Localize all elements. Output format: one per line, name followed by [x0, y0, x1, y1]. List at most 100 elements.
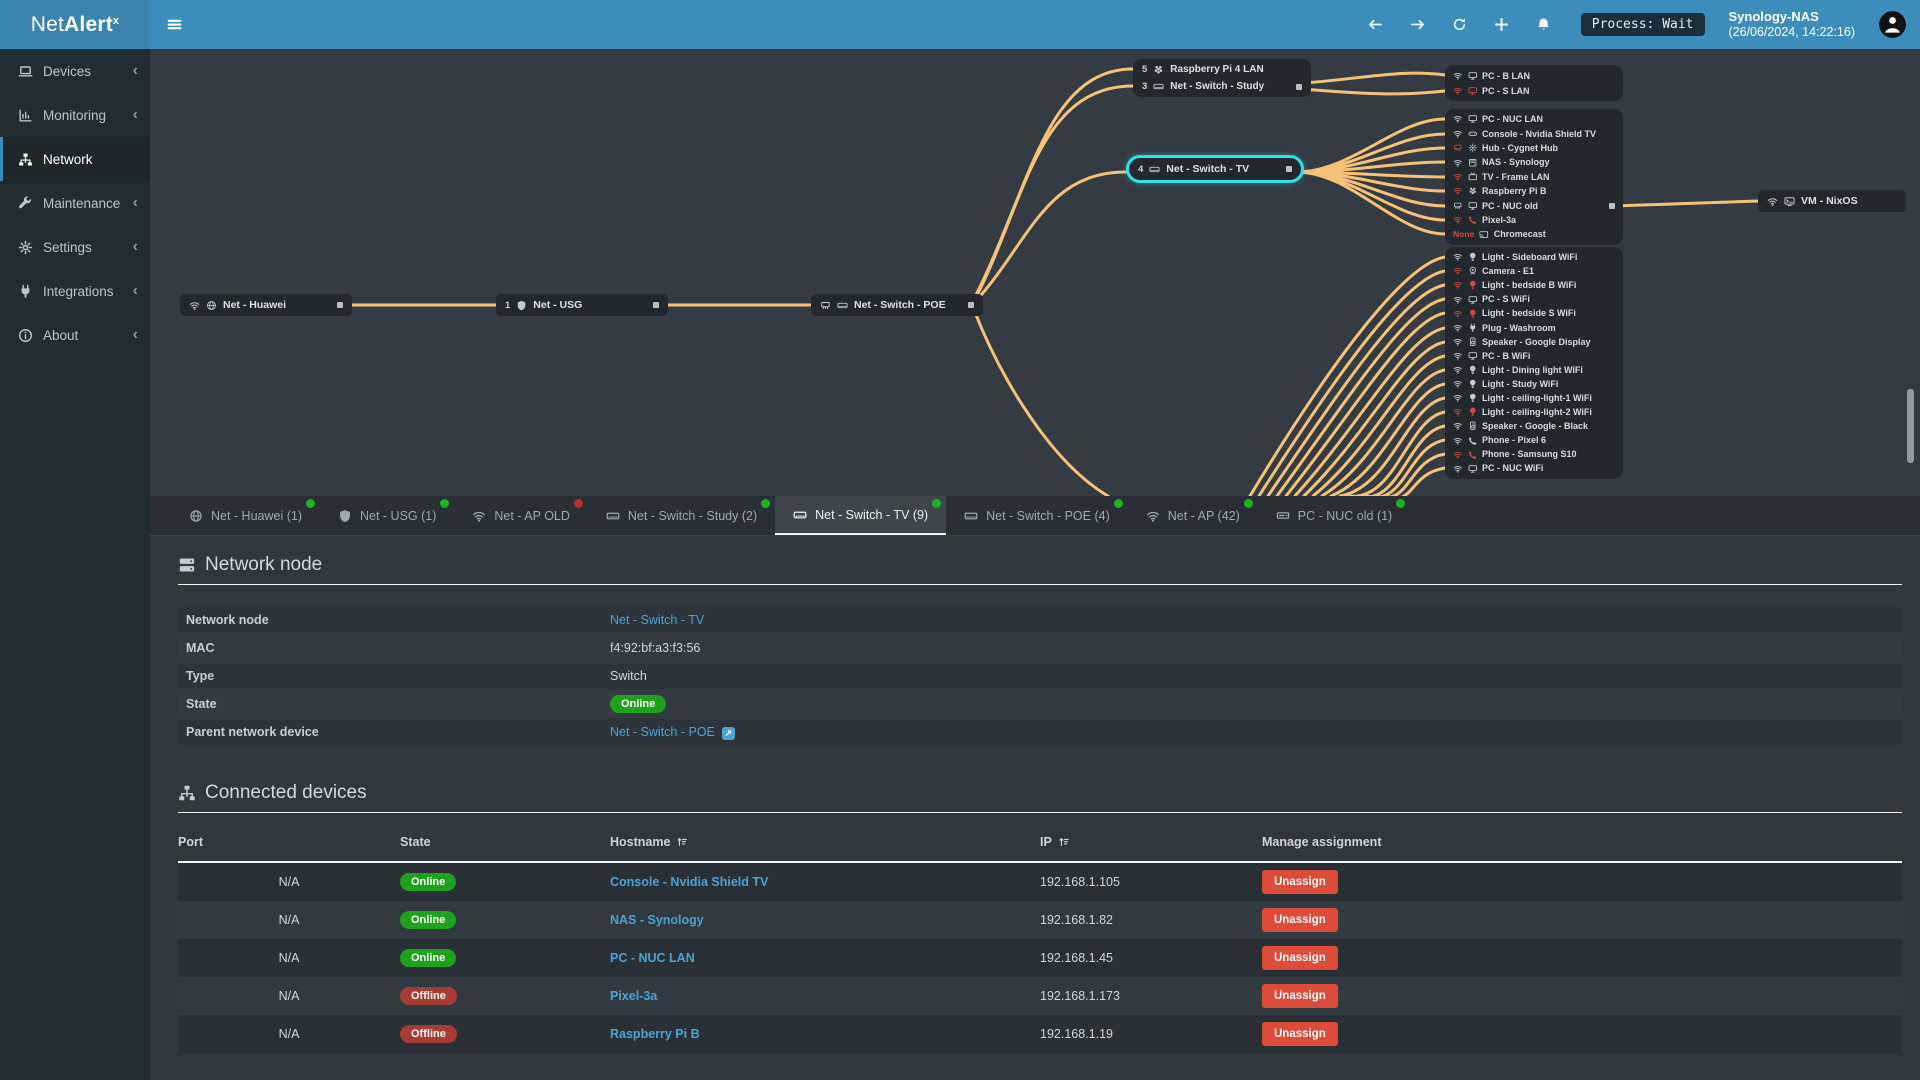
sidebar-item-settings[interactable]: Settings ‹: [0, 225, 150, 269]
sidebar-toggle-button[interactable]: [150, 0, 198, 49]
tab-pc-nuc-old-1-[interactable]: PC - NUC old (1): [1258, 496, 1410, 535]
unassign-button[interactable]: Unassign: [1262, 1022, 1338, 1046]
topology-node-poe[interactable]: Net - Switch - POE: [811, 294, 983, 316]
device-label: Pixel-3a: [1482, 214, 1517, 225]
monitor-icon: [1468, 464, 1478, 474]
device-leaf[interactable]: Light - bedside B WiFi: [1445, 278, 1623, 292]
nav-back-button[interactable]: [1367, 16, 1385, 34]
topology-edges: [343, 67, 1760, 496]
combo-node-row[interactable]: 5 Raspberry Pi 4 LAN: [1133, 61, 1311, 78]
device-label: TV - Frame LAN: [1482, 171, 1550, 182]
node-count: 1: [505, 299, 511, 311]
device-leaf[interactable]: PC - NUC LAN: [1445, 112, 1623, 126]
device-leaf[interactable]: Hub - Cygnet Hub: [1445, 141, 1623, 155]
sidebar-item-about[interactable]: About ‹: [0, 313, 150, 357]
vm-icon: [1784, 196, 1795, 207]
chevron-left-icon: ‹: [132, 282, 138, 299]
sidebar-item-integrations[interactable]: Integrations ‹: [0, 269, 150, 313]
app-logo[interactable]: Net Alert x: [0, 0, 150, 49]
topology-node-study-group[interactable]: 5 Raspberry Pi 4 LAN 3 Net - Switch - Study: [1133, 59, 1311, 97]
tab-status-dot: [1396, 499, 1406, 508]
device-leaf[interactable]: PC - S LAN: [1445, 83, 1623, 98]
device-leaf[interactable]: PC - S WiFi: [1445, 292, 1623, 306]
device-leaf[interactable]: Camera - E1: [1445, 264, 1623, 278]
column-header-ip[interactable]: IP: [1040, 835, 1262, 849]
move-button[interactable]: [1493, 16, 1511, 34]
chevron-left-icon: ‹: [132, 238, 138, 255]
device-leaf[interactable]: Light - Dining light WiFi: [1445, 363, 1623, 377]
tab-net-switch-tv-9-[interactable]: Net - Switch - TV (9): [775, 496, 947, 535]
tab-status-dot: [440, 499, 450, 508]
tab-net-switch-poe-4-[interactable]: Net - Switch - POE (4): [946, 496, 1128, 535]
hostname-link[interactable]: PC - NUC LAN: [610, 951, 695, 965]
sidebar-item-monitoring[interactable]: Monitoring ‹: [0, 93, 150, 137]
tab-net-huawei-1-[interactable]: Net - Huawei (1): [171, 496, 320, 535]
unassign-button[interactable]: Unassign: [1262, 946, 1338, 970]
unassign-button[interactable]: Unassign: [1262, 908, 1338, 932]
device-leaf[interactable]: Console - Nvidia Shield TV: [1445, 126, 1623, 140]
device-leaf[interactable]: None Chromecast: [1445, 227, 1623, 241]
topology-node-huawei[interactable]: Net - Huawei: [180, 294, 352, 316]
device-leaf[interactable]: Light - ceiling-light-2 WiFi: [1445, 405, 1623, 419]
device-leaf[interactable]: Raspberry Pi B: [1445, 184, 1623, 198]
user-avatar[interactable]: [1879, 11, 1906, 38]
refresh-button[interactable]: [1451, 16, 1469, 34]
device-label: PC - NUC LAN: [1482, 114, 1543, 125]
hostname-link[interactable]: Pixel-3a: [610, 989, 658, 1003]
device-leaf[interactable]: PC - B LAN: [1445, 68, 1623, 83]
wifi-icon: [1453, 86, 1463, 96]
device-leaf[interactable]: Light - ceiling-light-1 WiFi: [1445, 391, 1623, 405]
unassign-button[interactable]: Unassign: [1262, 984, 1338, 1008]
device-leaf[interactable]: Phone - Pixel 6: [1445, 433, 1623, 447]
notifications-button[interactable]: [1535, 16, 1553, 34]
topology-node-tv[interactable]: 4 Net - Switch - TV: [1126, 155, 1304, 183]
device-leaf[interactable]: Light - bedside S WiFi: [1445, 306, 1623, 320]
node-label: Raspberry Pi 4 LAN: [1170, 64, 1264, 75]
device-leaf[interactable]: Speaker - Google Display: [1445, 335, 1623, 349]
device-leaf[interactable]: PC - NUC WiFi: [1445, 461, 1623, 475]
device-leaf[interactable]: NAS - Synology: [1445, 155, 1623, 169]
device-leaf[interactable]: Pixel-3a: [1445, 213, 1623, 227]
cell-port: N/A: [278, 989, 300, 1003]
cell-ip: 192.168.1.45: [1040, 951, 1113, 965]
hostname-link[interactable]: NAS - Synology: [610, 913, 704, 927]
device-leaf[interactable]: Light - Study WiFi: [1445, 377, 1623, 391]
sidebar-item-network[interactable]: Network: [0, 137, 150, 181]
hostname-link[interactable]: Console - Nvidia Shield TV: [610, 875, 769, 889]
node-count: 5: [1142, 64, 1148, 75]
nav-forward-button[interactable]: [1409, 16, 1427, 34]
combo-node-row[interactable]: 3 Net - Switch - Study: [1133, 78, 1311, 95]
cell-hostname: Console - Nvidia Shield TV: [610, 875, 1040, 889]
device-leaf[interactable]: PC - B WiFi: [1445, 349, 1623, 363]
cell-port: N/A: [278, 951, 300, 965]
hostname-link[interactable]: Raspberry Pi B: [610, 1027, 700, 1041]
sidebar-item-maintenance[interactable]: Maintenance ‹: [0, 181, 150, 225]
unassign-button[interactable]: Unassign: [1262, 870, 1338, 894]
top-navbar: Net Alert x Process: Wait Synology-NAS (26…: [0, 0, 1920, 49]
connected-devices-section-title: Connected devices: [178, 780, 1902, 806]
detail-value-link[interactable]: Net - Switch - TV: [610, 613, 705, 627]
sidebar-item-devices[interactable]: Devices ‹: [0, 49, 150, 93]
column-header-label: State: [400, 835, 431, 849]
detail-value-link[interactable]: Net - Switch - POE: [610, 724, 715, 739]
diagram-scrollbar-thumb[interactable]: [1907, 389, 1914, 463]
bulb-icon: [1468, 252, 1478, 262]
external-link-icon[interactable]: ↗: [721, 726, 735, 740]
device-leaf[interactable]: Phone - Samsung S10: [1445, 447, 1623, 461]
device-leaf[interactable]: Plug - Washroom: [1445, 320, 1623, 334]
wifi-icon: [1453, 309, 1463, 319]
column-header-hostname[interactable]: Hostname: [610, 835, 1040, 849]
device-leaf[interactable]: Light - Sideboard WiFi: [1445, 250, 1623, 264]
topology-node-vm[interactable]: VM - NixOS: [1758, 190, 1906, 212]
tab-net-switch-study-2-[interactable]: Net - Switch - Study (2): [588, 496, 775, 535]
device-leaf[interactable]: Speaker - Google - Black: [1445, 419, 1623, 433]
topology-node-usg[interactable]: 1 Net - USG: [496, 294, 668, 316]
device-leaf[interactable]: PC - NUC old: [1445, 198, 1623, 212]
device-table-row: N/A Online NAS - Synology 192.168.1.82 Unass…: [178, 901, 1902, 939]
sidebar-item-label: Network: [43, 151, 93, 167]
tab-status-dot: [306, 499, 315, 508]
tab-net-usg-1-[interactable]: Net - USG (1): [320, 496, 454, 535]
device-leaf[interactable]: TV - Frame LAN: [1445, 170, 1623, 184]
tab-net-ap-42-[interactable]: Net - AP (42): [1128, 496, 1258, 535]
tab-net-ap-old[interactable]: Net - AP OLD: [454, 496, 588, 535]
